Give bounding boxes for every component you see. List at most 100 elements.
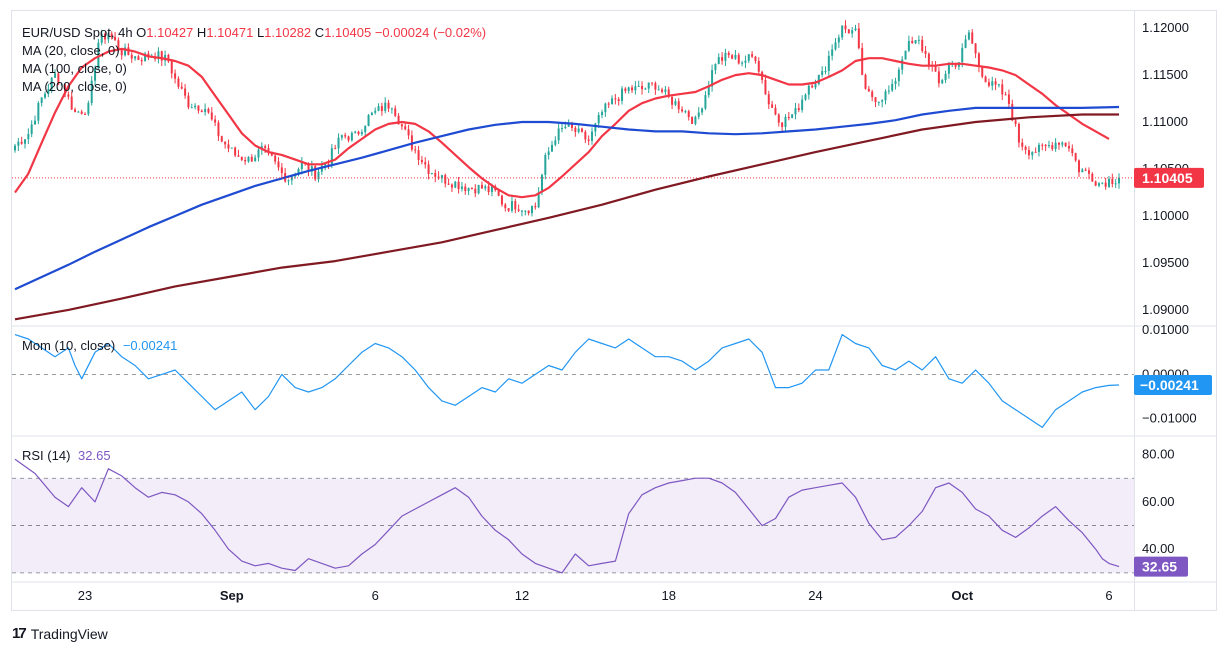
- candle-body: [1031, 151, 1034, 156]
- high-label: H: [196, 25, 207, 40]
- ohlc-legend-row: EUR/USD Spot, 4h O1.10427 H1.10471 L1.10…: [22, 24, 486, 42]
- candle-body: [237, 155, 240, 157]
- tradingview-branding[interactable]: 17 TradingView: [12, 625, 108, 642]
- candle-body: [110, 33, 113, 37]
- candle-body: [24, 139, 27, 144]
- candle-body: [1027, 149, 1030, 156]
- candle-body: [547, 151, 550, 156]
- candle-body: [1047, 145, 1050, 147]
- candle-body: [530, 206, 533, 214]
- candle-body: [1087, 170, 1090, 174]
- candle-body: [1114, 183, 1117, 185]
- candle-body: [824, 70, 827, 72]
- candle-body: [280, 167, 283, 174]
- candle-body: [240, 156, 243, 160]
- candle-body: [384, 102, 387, 111]
- candle-body: [577, 128, 580, 132]
- candle-body: [87, 102, 90, 115]
- time-axis[interactable]: 23 Sep 6 12 18 24 Oct 6: [78, 588, 1113, 603]
- main-pane[interactable]: [12, 20, 1134, 321]
- rsi-tick-label: 40.00: [1142, 541, 1175, 556]
- open-value: 1.10427: [146, 25, 194, 40]
- ma200-line: [14, 113, 1119, 321]
- candle-body: [671, 96, 674, 105]
- candle-body: [507, 208, 510, 211]
- candle-body: [34, 120, 37, 125]
- candle-body: [644, 88, 647, 90]
- candle-body: [1014, 120, 1017, 124]
- candle-body: [601, 112, 604, 116]
- rsi-pane[interactable]: [14, 458, 1120, 574]
- candle-body: [707, 86, 710, 96]
- candle-body: [1094, 181, 1097, 186]
- candle-body: [684, 111, 687, 113]
- candle-body: [290, 176, 293, 181]
- candle-body: [634, 86, 637, 91]
- candle-body: [524, 210, 527, 212]
- candle-body: [731, 55, 734, 59]
- candle-body: [1101, 182, 1104, 184]
- rsi-label: RSI (14): [22, 448, 71, 463]
- time-tick-label: Oct: [951, 588, 973, 603]
- candle-body: [274, 155, 277, 162]
- candle-body: [357, 131, 360, 135]
- candle-body: [417, 150, 420, 160]
- candle-body: [881, 100, 884, 102]
- candle-body: [157, 51, 160, 60]
- close-value: 1.10405: [324, 25, 372, 40]
- candle-body: [904, 50, 907, 60]
- price-tick-label: 1.10000: [1142, 208, 1189, 223]
- ma100-legend: MA (100, close, 0): [22, 61, 127, 76]
- candle-body: [317, 171, 320, 180]
- candle-body: [747, 54, 750, 61]
- tradingview-logo-icon: 17: [12, 625, 27, 642]
- candle-body: [871, 91, 874, 98]
- candle-body: [497, 190, 500, 196]
- candle-body: [350, 132, 353, 141]
- tradingview-name: TradingView: [30, 625, 108, 642]
- candle-body: [460, 186, 463, 189]
- candle-body: [224, 141, 227, 145]
- candle-body: [504, 204, 507, 209]
- candle-body: [327, 163, 330, 165]
- candle-body: [1061, 142, 1064, 145]
- candle-body: [764, 79, 767, 95]
- candle-body: [654, 83, 657, 90]
- candle-body: [287, 180, 290, 182]
- candle-body: [297, 169, 300, 175]
- candle-body: [80, 111, 83, 114]
- candle-body: [714, 63, 717, 71]
- candle-body: [64, 84, 67, 95]
- price-axis[interactable]: 1.120001.115001.110001.105001.100001.095…: [1142, 20, 1197, 556]
- candle-body: [70, 96, 73, 110]
- candle-body: [1034, 151, 1037, 153]
- momentum-tag-text: −0.00241: [1140, 377, 1199, 393]
- momentum-pane[interactable]: [14, 334, 1120, 428]
- candle-body: [394, 108, 397, 116]
- candle-body: [364, 125, 367, 133]
- candle-body: [1064, 142, 1067, 147]
- candle-body: [430, 172, 433, 174]
- candle-body: [831, 49, 834, 56]
- candle-body: [874, 97, 877, 103]
- candle-body: [637, 85, 640, 87]
- momentum-tick-label: 0.01000: [1142, 322, 1189, 337]
- candle-body: [1007, 94, 1010, 104]
- candle-body: [587, 139, 590, 141]
- candle-body: [520, 210, 523, 212]
- grid: [11, 10, 1217, 611]
- candle-body: [744, 60, 747, 63]
- candle-body: [374, 110, 377, 113]
- main-legend: EUR/USD Spot, 4h O1.10427 H1.10471 L1.10…: [22, 24, 486, 96]
- candle-body: [821, 71, 824, 75]
- candle-body: [701, 108, 704, 113]
- last-price-tag-text: 1.10405: [1142, 170, 1193, 186]
- candle-body: [944, 73, 947, 81]
- last-value-tags: 1.10405 −0.00241 32.65: [1134, 167, 1212, 577]
- candle-body: [851, 30, 854, 34]
- candle-body: [410, 135, 413, 150]
- candle-body: [104, 33, 107, 40]
- candle-body: [74, 109, 77, 112]
- time-tick-label: 23: [78, 588, 92, 603]
